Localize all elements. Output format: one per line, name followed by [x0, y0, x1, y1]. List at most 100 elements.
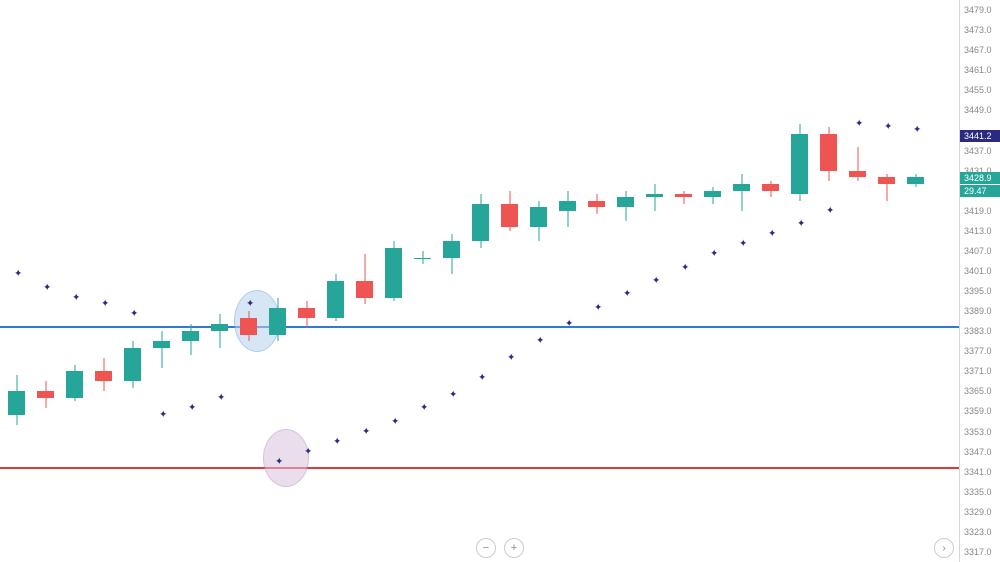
sar-dot: ✦ [855, 121, 860, 126]
candle-wick [654, 184, 655, 211]
zoom-out-button[interactable]: − [476, 538, 496, 558]
candle[interactable] [153, 0, 170, 562]
candle[interactable] [327, 0, 344, 562]
last-price-tag: 3441.2 [960, 130, 1000, 142]
y-tick-label: 3359.0 [964, 406, 992, 416]
candle[interactable] [8, 0, 25, 562]
sar-dot: ✦ [246, 302, 251, 307]
y-tick-label: 3365.0 [964, 386, 992, 396]
candle-body [704, 191, 721, 198]
candle[interactable] [414, 0, 431, 562]
sar-dot: ✦ [188, 406, 193, 411]
candlestick-chart[interactable]: ✦✦✦✦✦✦✦✦✦✦✦✦✦✦✦✦✦✦✦✦✦✦✦✦✦✦✦✦✦✦✦✦ 3479.03… [0, 0, 1000, 562]
candle[interactable] [443, 0, 460, 562]
candle[interactable] [211, 0, 228, 562]
candle[interactable] [269, 0, 286, 562]
sar-dot: ✦ [826, 208, 831, 213]
y-tick-label: 3449.0 [964, 105, 992, 115]
candle[interactable] [617, 0, 634, 562]
sar-dot: ✦ [565, 322, 570, 327]
candle[interactable] [704, 0, 721, 562]
candle[interactable] [37, 0, 54, 562]
y-tick-label: 3335.0 [964, 487, 992, 497]
y-tick-label: 3407.0 [964, 246, 992, 256]
sar-dot: ✦ [43, 285, 48, 290]
candle[interactable] [762, 0, 779, 562]
candle[interactable] [124, 0, 141, 562]
sar-dot: ✦ [913, 128, 918, 133]
zoom-toolbar: − + [476, 538, 524, 558]
candle[interactable] [182, 0, 199, 562]
zoom-in-button[interactable]: + [504, 538, 524, 558]
y-tick-label: 3473.0 [964, 25, 992, 35]
candle[interactable] [733, 0, 750, 562]
candle-body [327, 281, 344, 318]
y-axis: 3479.03473.03467.03461.03455.03449.03437… [959, 0, 1000, 562]
candle-body [530, 207, 547, 227]
y-tick-label: 3413.0 [964, 226, 992, 236]
sar-dot: ✦ [217, 396, 222, 401]
candle-body [124, 348, 141, 381]
candle-body [37, 391, 54, 398]
sar-dot: ✦ [536, 339, 541, 344]
sar-dot: ✦ [449, 392, 454, 397]
candle[interactable] [907, 0, 924, 562]
plot-area[interactable]: ✦✦✦✦✦✦✦✦✦✦✦✦✦✦✦✦✦✦✦✦✦✦✦✦✦✦✦✦✦✦✦✦ [0, 0, 960, 562]
y-tick-label: 3455.0 [964, 85, 992, 95]
scroll-right-button[interactable]: › [934, 538, 954, 558]
sar-dot: ✦ [681, 265, 686, 270]
y-tick-label: 3395.0 [964, 286, 992, 296]
y-tick-label: 3347.0 [964, 447, 992, 457]
sar-dot: ✦ [623, 292, 628, 297]
candle-body [95, 371, 112, 381]
candle[interactable] [66, 0, 83, 562]
candle[interactable] [530, 0, 547, 562]
candle[interactable] [559, 0, 576, 562]
y-tick-label: 3437.0 [964, 146, 992, 156]
candle-body [675, 194, 692, 197]
candle[interactable] [240, 0, 257, 562]
sar-dot: ✦ [884, 125, 889, 130]
y-tick-label: 3329.0 [964, 507, 992, 517]
candle-body [443, 241, 460, 258]
candle[interactable] [675, 0, 692, 562]
y-tick-label: 3341.0 [964, 467, 992, 477]
candle-body [66, 371, 83, 398]
indicator-price-tag: 3428.9 [960, 172, 1000, 184]
candle-body [356, 281, 373, 298]
candle[interactable] [878, 0, 895, 562]
candle-wick [683, 191, 684, 204]
candle[interactable] [298, 0, 315, 562]
candle-body [385, 248, 402, 298]
candle-body [791, 134, 808, 194]
y-tick-label: 3383.0 [964, 326, 992, 336]
candle[interactable] [820, 0, 837, 562]
candle-body [269, 308, 286, 335]
candle[interactable] [588, 0, 605, 562]
sar-dot: ✦ [420, 406, 425, 411]
candle[interactable] [385, 0, 402, 562]
candle-body [762, 184, 779, 191]
candle[interactable] [356, 0, 373, 562]
sar-dot: ✦ [478, 376, 483, 381]
sar-dot: ✦ [594, 305, 599, 310]
candle-body [646, 194, 663, 197]
sar-dot: ✦ [14, 272, 19, 277]
candle-body [559, 201, 576, 211]
candle[interactable] [791, 0, 808, 562]
sar-dot: ✦ [710, 252, 715, 257]
candle[interactable] [472, 0, 489, 562]
candle-body [907, 177, 924, 184]
candle-wick [741, 174, 742, 211]
sar-dot: ✦ [362, 429, 367, 434]
candle[interactable] [95, 0, 112, 562]
candle-body [501, 204, 518, 227]
sar-dot: ✦ [130, 312, 135, 317]
sar-dot: ✦ [797, 222, 802, 227]
candle-body [153, 341, 170, 348]
y-tick-label: 3419.0 [964, 206, 992, 216]
candle[interactable] [501, 0, 518, 562]
candle-body [211, 324, 228, 331]
candle[interactable] [849, 0, 866, 562]
sar-dot: ✦ [333, 439, 338, 444]
